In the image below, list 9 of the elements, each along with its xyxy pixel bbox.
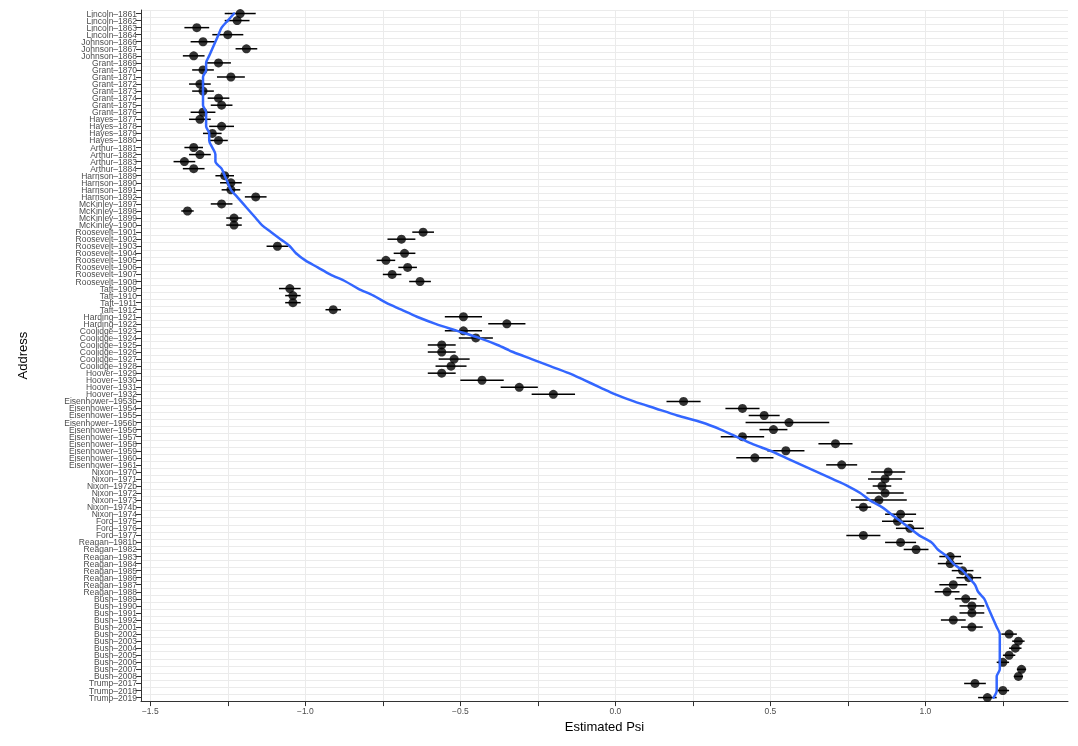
x-tick-label: 0.5 [764, 705, 777, 716]
x-tick-label: −0.5 [451, 705, 469, 716]
x-tick-label: 1.0 [919, 705, 932, 716]
x-tick-label: −1.5 [141, 705, 159, 716]
x-axis-title: Estimated Psi [564, 719, 645, 734]
y-axis-title: Address [15, 331, 30, 380]
x-tick-label: −1.0 [296, 705, 314, 716]
y-tick-label: McKinley–1899 [78, 213, 138, 224]
x-tick-label: 0.0 [609, 705, 622, 716]
